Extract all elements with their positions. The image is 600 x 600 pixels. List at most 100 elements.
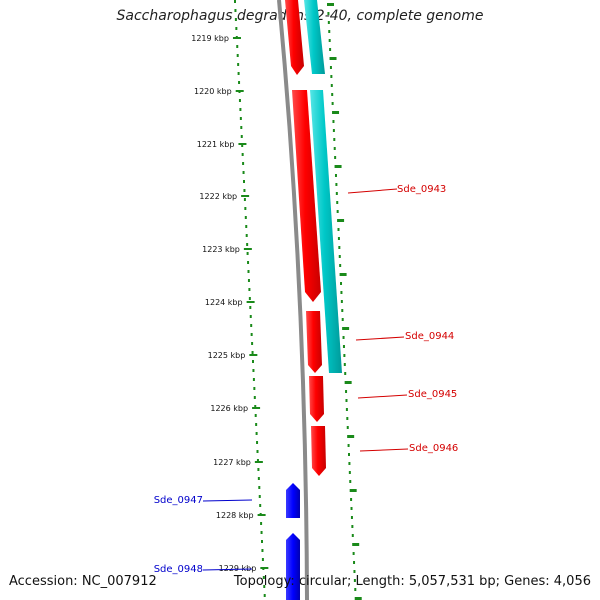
gc-dot bbox=[247, 279, 250, 282]
gc-dot bbox=[337, 237, 340, 240]
gc-dot bbox=[261, 540, 263, 543]
tick-label: 1222 kbp bbox=[199, 192, 237, 201]
gc-dot bbox=[247, 261, 250, 264]
gc-dot bbox=[245, 234, 248, 237]
gc-dot bbox=[350, 516, 353, 519]
gc-dot bbox=[327, 3, 334, 6]
gc-dot bbox=[354, 588, 357, 591]
gc-dot bbox=[258, 486, 261, 489]
gc-dot bbox=[239, 108, 242, 111]
gc-dot bbox=[239, 117, 242, 120]
gc-dot bbox=[348, 471, 351, 474]
gc-dot bbox=[333, 138, 336, 141]
gc-dot bbox=[343, 354, 346, 357]
gc-dot bbox=[334, 165, 342, 168]
gc-dot bbox=[341, 309, 344, 312]
gene-leader-line bbox=[357, 394, 408, 399]
page-title: Saccharophagus degradans 2-40, complete … bbox=[116, 8, 484, 24]
gc-dot bbox=[243, 180, 245, 183]
tick-label: 1221 kbp bbox=[197, 140, 235, 149]
reverse-cds-arrow bbox=[286, 483, 300, 518]
topology-summary: Topology: circular; Length: 5,057,531 bp… bbox=[233, 574, 591, 589]
gene-label: Sde_0946 bbox=[409, 443, 458, 454]
gc-dot bbox=[349, 480, 352, 483]
gc-dot bbox=[252, 378, 255, 381]
gc-dot bbox=[330, 75, 333, 78]
tick-label: 1219 kbp bbox=[191, 34, 229, 43]
gc-dot bbox=[259, 504, 262, 507]
gc-dot bbox=[256, 450, 259, 453]
gc-dot bbox=[238, 99, 241, 102]
gc-dot bbox=[349, 489, 357, 492]
gene-leader-line bbox=[355, 336, 405, 341]
gc-dot bbox=[329, 57, 337, 60]
gc-dot bbox=[242, 162, 245, 165]
gene-leader-line bbox=[359, 448, 409, 452]
gc-dot bbox=[328, 30, 331, 33]
tick-mark bbox=[249, 354, 258, 356]
gc-dot bbox=[351, 525, 354, 528]
gc-dot bbox=[343, 363, 346, 366]
gc-dot bbox=[350, 498, 353, 501]
gc-dot bbox=[257, 468, 260, 471]
forward-cds-arrow bbox=[292, 90, 321, 302]
gene-label: Sde_0945 bbox=[408, 389, 457, 400]
gc-dot bbox=[334, 174, 337, 177]
gc-dot bbox=[255, 432, 258, 435]
gc-dot bbox=[256, 441, 259, 444]
gc-dot bbox=[243, 198, 246, 201]
gc-dot bbox=[249, 306, 252, 309]
gc-dot bbox=[258, 495, 261, 498]
gc-dot bbox=[236, 45, 239, 48]
gc-dot bbox=[340, 282, 343, 285]
forward-cds-arrow bbox=[306, 311, 322, 373]
gc-dot bbox=[262, 576, 265, 579]
gc-dot bbox=[338, 255, 341, 258]
tick-mark bbox=[257, 514, 266, 516]
gc-dot bbox=[257, 477, 260, 480]
gc-dot bbox=[250, 324, 253, 327]
tick-mark bbox=[252, 407, 261, 409]
gc-dot bbox=[235, 27, 238, 30]
gc-dot bbox=[345, 408, 348, 411]
gc-dot bbox=[337, 228, 340, 231]
forward-cds-arrow bbox=[285, 0, 304, 75]
gc-dot bbox=[340, 300, 343, 303]
gene-label: Sde_0944 bbox=[405, 331, 454, 342]
tick-label: 1227 kbp bbox=[213, 458, 251, 467]
gc-dot bbox=[347, 444, 350, 447]
tick-label: 1229 kbp bbox=[219, 564, 257, 573]
gc-dot bbox=[246, 243, 249, 246]
gc-dot bbox=[332, 120, 335, 123]
gene-label: Sde_0947 bbox=[154, 495, 203, 506]
tick-mark bbox=[243, 248, 252, 250]
gene-leader-line bbox=[202, 499, 253, 502]
gc-dot bbox=[339, 273, 347, 276]
gc-dot bbox=[344, 372, 347, 375]
gc-dot bbox=[327, 12, 330, 15]
gc-dot bbox=[256, 459, 259, 462]
gc-dot bbox=[332, 111, 340, 114]
gc-dot bbox=[261, 558, 264, 561]
forward-cds-arrow bbox=[311, 426, 326, 476]
gc-dot bbox=[240, 126, 243, 129]
gc-dot bbox=[354, 597, 362, 600]
gc-dot bbox=[241, 153, 244, 156]
tick-label: 1228 kbp bbox=[216, 511, 254, 520]
gc-dot bbox=[234, 9, 237, 12]
gc-content-dots-right bbox=[327, 3, 362, 600]
tick-label: 1224 kbp bbox=[205, 298, 243, 307]
gc-dot bbox=[328, 39, 331, 42]
gc-dot bbox=[255, 423, 258, 426]
reverse-cds-arrow bbox=[286, 533, 300, 600]
gc-dot bbox=[245, 225, 248, 228]
gc-dot bbox=[254, 414, 257, 417]
gc-dot bbox=[342, 327, 350, 330]
gc-dot bbox=[353, 561, 356, 564]
gc-dot bbox=[249, 315, 252, 318]
gc-dot bbox=[244, 207, 247, 210]
tick-label: 1225 kbp bbox=[208, 351, 246, 360]
gc-dot bbox=[331, 93, 334, 96]
